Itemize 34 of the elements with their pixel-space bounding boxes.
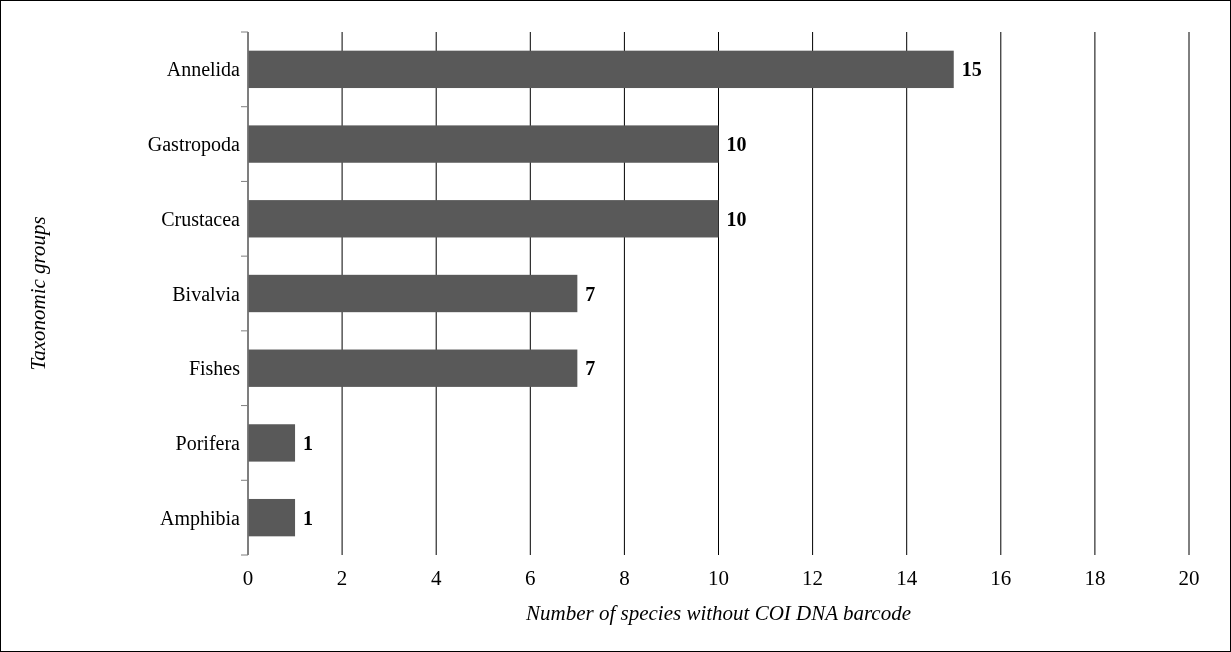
data-label: 10: [726, 133, 747, 156]
x-tick-label: 20: [1178, 566, 1200, 590]
y-tick-label: Fishes: [188, 357, 241, 380]
bar: [248, 50, 954, 89]
y-tick-label: Gastropoda: [147, 133, 241, 157]
x-tick-label: 12: [802, 566, 824, 590]
bar: [248, 125, 719, 163]
x-tick-label: 16: [990, 566, 1012, 590]
data-label: 15: [961, 58, 982, 81]
bar: [248, 349, 578, 387]
x-tick-label: 10: [708, 566, 729, 590]
data-label: 1: [303, 431, 314, 454]
bar: [248, 200, 719, 238]
x-tick-label: 6: [525, 566, 536, 590]
bar: [248, 274, 578, 313]
y-tick-label: Crustacea: [161, 207, 241, 230]
x-axis-title: Number of species without COI DNA barcode: [525, 601, 911, 625]
x-tick-label: 18: [1084, 566, 1106, 590]
y-axis-title: Taxonomic groups: [26, 216, 50, 371]
data-label: 1: [303, 506, 314, 529]
bar: [248, 498, 296, 537]
y-tick-label: Bivalvia: [172, 282, 241, 305]
bar: [248, 424, 296, 462]
x-tick-label: 0: [242, 566, 254, 590]
y-tick-label: Amphibia: [160, 506, 241, 530]
data-label: 7: [585, 282, 596, 305]
data-label: 7: [585, 357, 596, 380]
data-label: 10: [726, 207, 747, 230]
x-tick-label: 14: [896, 566, 918, 590]
x-tick-label: 8: [619, 566, 630, 590]
x-tick-label: 2: [336, 566, 348, 590]
x-tick-label: 4: [430, 566, 442, 590]
y-tick-label: Annelida: [166, 58, 241, 81]
y-tick-label: Porifera: [175, 431, 241, 454]
